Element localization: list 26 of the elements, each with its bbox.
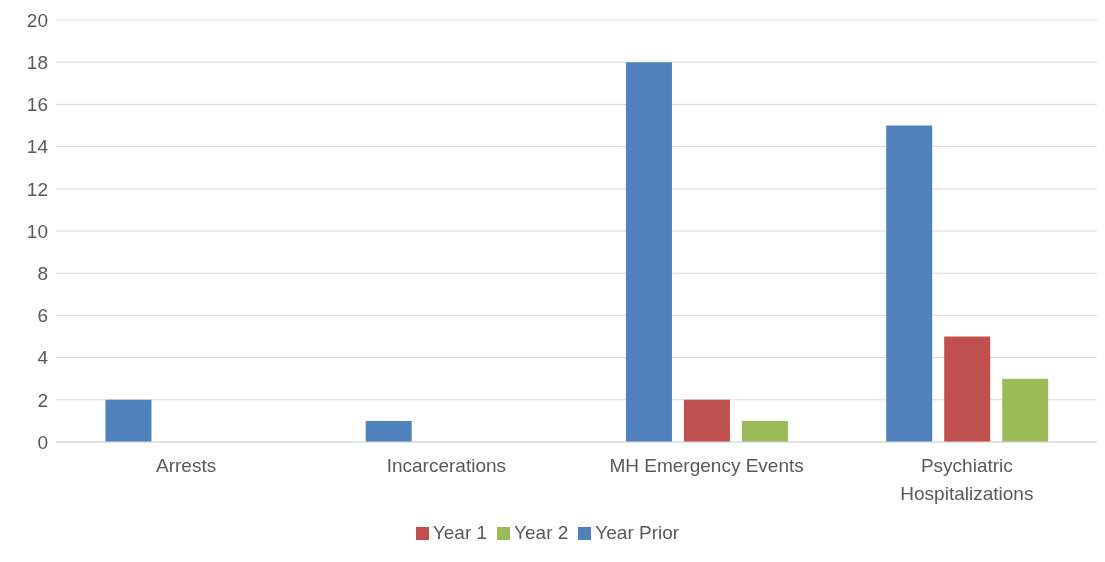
bar — [944, 336, 991, 442]
legend-label: Year 1 — [432, 522, 488, 543]
bar — [625, 62, 672, 442]
x-tick-label: Arrests — [156, 455, 217, 476]
bar — [1002, 378, 1049, 442]
x-tick-label: Incarcerations — [386, 455, 507, 476]
y-tick-label: 20 — [26, 9, 48, 31]
legend-label: Year Prior — [595, 522, 680, 543]
y-tick-label: 6 — [37, 305, 48, 327]
y-tick-label: 18 — [26, 51, 48, 73]
y-tick-label: 10 — [26, 220, 48, 242]
bar — [683, 399, 730, 442]
y-tick-label: 14 — [26, 136, 49, 158]
bar — [105, 399, 152, 442]
y-tick-label: 2 — [37, 389, 48, 411]
legend-label: Year 2 — [514, 522, 569, 543]
y-tick-label: 8 — [37, 262, 48, 284]
y-tick-label: 12 — [26, 178, 48, 200]
y-tick-label: 4 — [37, 347, 49, 369]
bar — [886, 125, 933, 442]
y-tick-label: 0 — [37, 431, 48, 453]
x-tick-label: Psychiatric Hospitalizations — [900, 455, 1034, 504]
x-tick-label: MH Emergency Events — [609, 455, 804, 476]
bar — [741, 420, 788, 442]
bar — [365, 420, 412, 442]
y-tick-label: 16 — [26, 94, 48, 116]
